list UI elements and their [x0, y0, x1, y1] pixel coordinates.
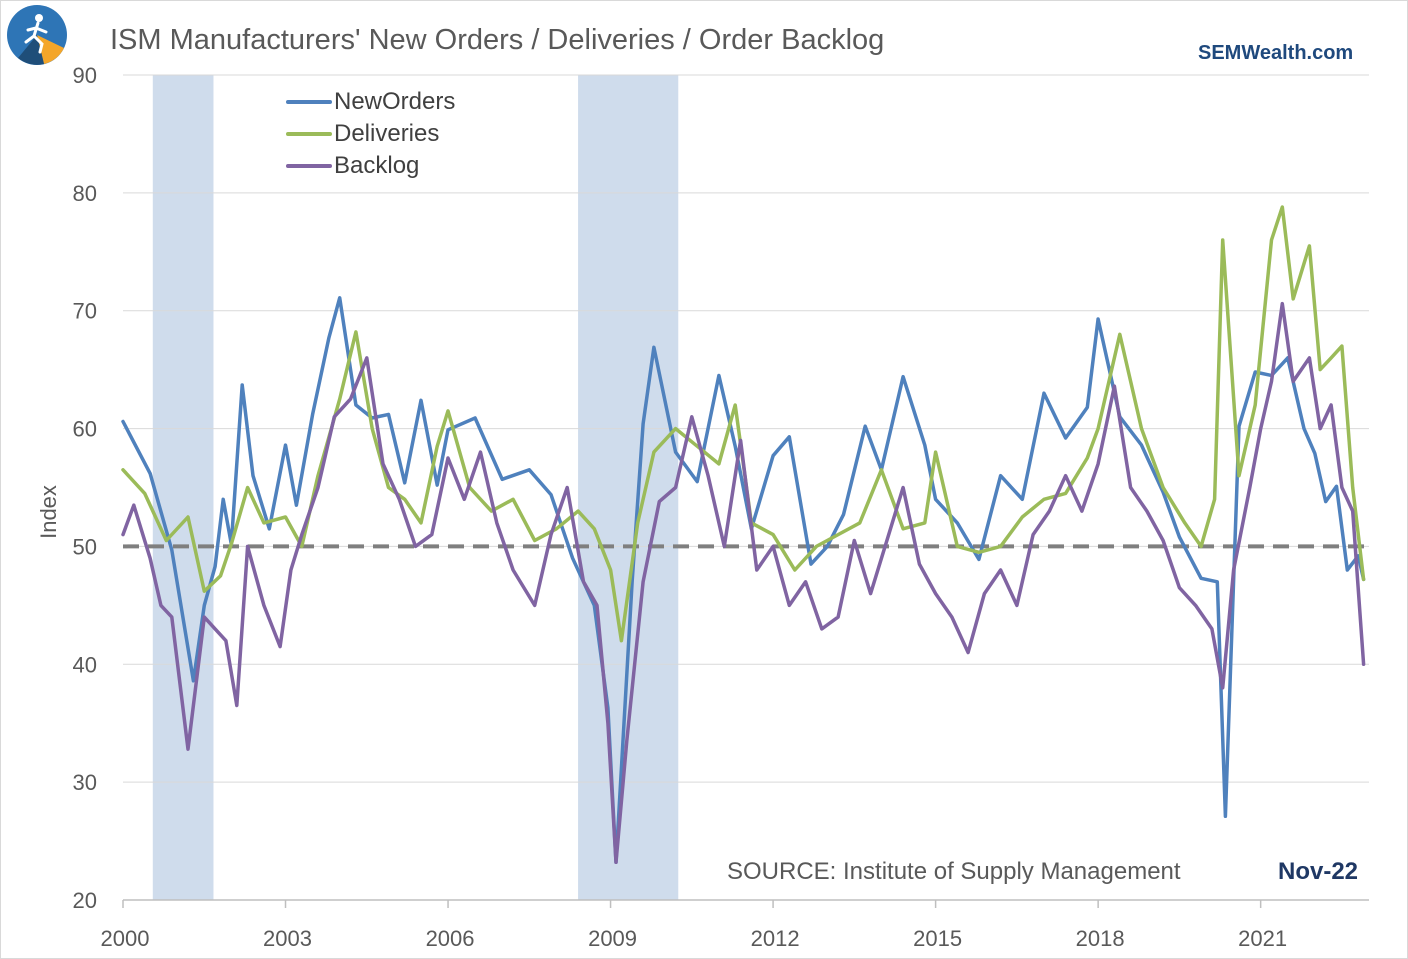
semwealth-runner-logo-icon: [6, 4, 68, 66]
series-line-deliveries: [121, 205, 1366, 643]
legend-label-new-orders: NewOrders: [334, 88, 456, 115]
legend: NewOrders Deliveries Backlog: [286, 86, 455, 182]
x-tick-labels: 2000 2003 2006 2009 2012 2015 2018 2021: [101, 926, 1288, 951]
series-line-new-orders: [121, 296, 1366, 865]
x-tick-label-2021: 2021: [1238, 926, 1287, 951]
series-line-backlog: [121, 301, 1366, 865]
date-label: Nov-22: [1278, 858, 1359, 885]
y-axis-title: Index: [36, 485, 61, 539]
y-tick-label-60: 60: [73, 417, 97, 442]
x-tick-label-2018: 2018: [1076, 926, 1125, 951]
legend-item-backlog: Backlog: [286, 150, 455, 182]
y-tick-label-90: 90: [73, 63, 97, 88]
legend-item-deliveries: Deliveries: [286, 118, 455, 150]
y-tick-labels: 20 30 40 50 60 70 80 90: [73, 63, 97, 913]
x-tick-label-2006: 2006: [426, 926, 475, 951]
legend-item-new-orders: NewOrders: [286, 86, 455, 118]
legend-swatch-backlog: [286, 164, 332, 168]
x-tick-label-2015: 2015: [913, 926, 962, 951]
brand-link[interactable]: SEMWealth.com: [1198, 42, 1354, 64]
source-note: SOURCE: Institute of Supply Management: [727, 858, 1181, 885]
x-tick-label-2003: 2003: [263, 926, 312, 951]
recession-band-0: [152, 75, 214, 900]
recession-band-1: [578, 75, 679, 900]
y-tick-label-40: 40: [73, 652, 97, 677]
legend-label-backlog: Backlog: [334, 152, 420, 179]
series-lines: [121, 205, 1366, 865]
x-tick-label-2009: 2009: [588, 926, 637, 951]
y-tick-label-30: 30: [73, 770, 97, 795]
recession-bands: [152, 75, 679, 900]
y-tick-label-70: 70: [73, 299, 97, 324]
axes: [122, 899, 1369, 908]
legend-label-deliveries: Deliveries: [334, 120, 440, 147]
x-tick-label-2012: 2012: [751, 926, 800, 951]
x-tick-label-2000: 2000: [101, 926, 150, 951]
y-tick-label-80: 80: [73, 181, 97, 206]
legend-swatch-deliveries: [286, 132, 332, 136]
chart-title: ISM Manufacturers' New Orders / Deliveri…: [110, 24, 885, 56]
y-tick-label-20: 20: [73, 888, 97, 913]
legend-swatch-new-orders: [286, 100, 332, 104]
y-tick-label-50: 50: [73, 534, 97, 559]
